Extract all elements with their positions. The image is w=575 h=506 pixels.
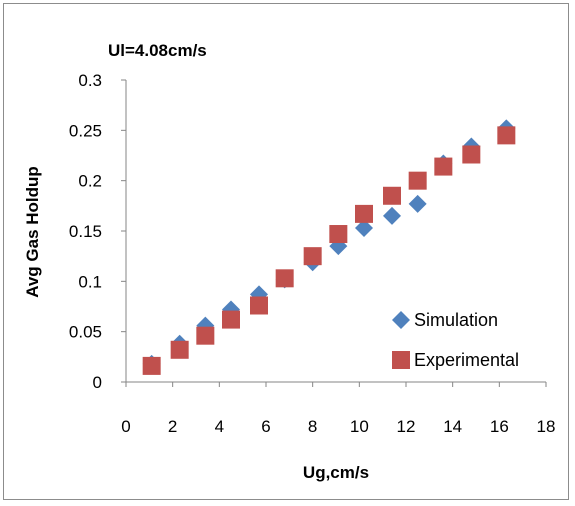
experimental-point (250, 296, 268, 315)
experimental-point (383, 186, 401, 205)
chart-title: Ul=4.08cm/s (108, 41, 207, 60)
experimental-point (196, 326, 215, 345)
y-tick-label: 0.3 (78, 71, 102, 90)
chart-frame (3, 3, 569, 500)
y-tick-labels: 0 0.05 0.1 0.15 0.2 0.25 0.3 (69, 71, 102, 392)
x-tick-label: 18 (537, 417, 556, 436)
experimental-point (408, 171, 427, 190)
y-tick-label: 0.25 (69, 121, 102, 140)
experimental-point (303, 247, 322, 266)
legend-label-simulation: Simulation (414, 310, 498, 330)
simulation-point (408, 194, 427, 213)
legend-marker-simulation (392, 311, 410, 329)
axes (121, 79, 547, 387)
y-tick-label: 0.15 (69, 222, 102, 241)
y-tick-label: 0.2 (78, 172, 102, 191)
x-axis-title: Ug,cm/s (303, 463, 369, 482)
simulation-point (383, 206, 401, 225)
legend-item-simulation: Simulation (392, 310, 498, 330)
experimental-point (355, 204, 373, 223)
experimental-point (434, 157, 453, 176)
experimental-point (497, 126, 516, 145)
x-tick-labels: 0 2 4 6 8 10 12 14 16 18 (121, 417, 555, 436)
legend: Simulation Experimental (392, 310, 519, 370)
x-tick-label: 0 (121, 417, 130, 436)
legend-marker-experimental (392, 351, 410, 369)
experimental-point (329, 225, 348, 244)
experimental-point (142, 356, 161, 375)
x-tick-label: 16 (490, 417, 509, 436)
y-tick-label: 0.1 (78, 272, 102, 291)
experimental-point (275, 269, 294, 288)
x-tick-label: 2 (168, 417, 177, 436)
x-tick-label: 6 (261, 417, 270, 436)
series-experimental (142, 126, 516, 375)
legend-item-experimental: Experimental (392, 350, 519, 370)
experimental-point (170, 340, 189, 359)
simulation-point (355, 218, 373, 237)
experimental-point (462, 145, 481, 164)
series-layer (142, 119, 516, 375)
x-tick-label: 8 (308, 417, 317, 436)
legend-label-experimental: Experimental (414, 350, 519, 370)
x-tick-label: 12 (397, 417, 416, 436)
y-tick-label: 0 (93, 373, 102, 392)
x-tick-label: 10 (350, 417, 369, 436)
experimental-point (222, 310, 240, 329)
x-tick-label: 4 (215, 417, 224, 436)
y-tick-label: 0.05 (69, 323, 102, 342)
x-tick-label: 14 (443, 417, 462, 436)
y-axis-title: Avg Gas Holdup (23, 166, 42, 298)
